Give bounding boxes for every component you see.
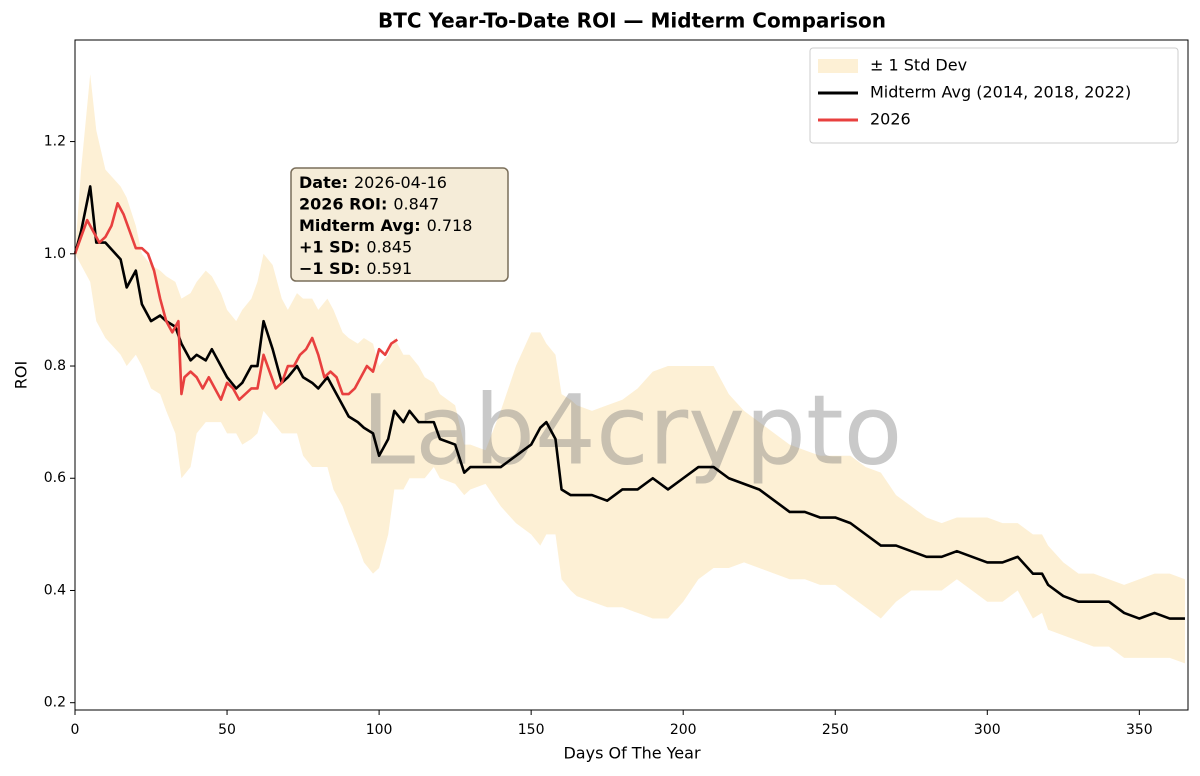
legend: ± 1 Std Dev Midterm Avg (2014, 2018, 2022… (809, 47, 1179, 144)
annotation-line: Midterm Avg: 0.718 (299, 216, 472, 235)
y-tick-label: 1.2 (44, 134, 66, 150)
x-tick-label: 0 (71, 722, 80, 738)
y-axis-label: ROI (12, 361, 31, 389)
legend-label: 2026 (870, 110, 911, 129)
legend-swatch (818, 59, 858, 73)
y-tick-label: 1.0 (44, 246, 66, 262)
annotation: Date: 2026-04-16 2026 ROI: 0.847 Midterm Avg… (290, 167, 509, 282)
x-tick-label: 50 (218, 722, 236, 738)
legend-label: Midterm Avg (2014, 2018, 2022) (870, 83, 1131, 102)
annotation-key: 2026 ROI: (299, 194, 387, 213)
y-tick-label: 0.2 (44, 695, 66, 711)
x-tick-label: 250 (822, 722, 849, 738)
x-tick-label: 350 (1126, 722, 1153, 738)
annotation-line: 2026 ROI: 0.847 (299, 194, 439, 213)
legend-label: ± 1 Std Dev (870, 56, 967, 75)
series-line (73, 201, 399, 401)
annotation-line: +1 SD: 0.845 (299, 237, 412, 256)
annotation-value: 2026-04-16 (354, 173, 447, 192)
y-tick-label: 0.4 (44, 582, 66, 598)
annotation-key: Date: (299, 173, 348, 192)
annotation-key: +1 SD: (299, 237, 360, 256)
y-tick-label: 0.8 (44, 358, 66, 374)
annotation-value: 0.847 (393, 194, 439, 213)
annotation-key: −1 SD: (299, 259, 360, 278)
plot-frame (74, 39, 1189, 711)
watermark: Lab4crypto (362, 374, 903, 486)
annotation-value: 0.591 (366, 259, 412, 278)
chart-title: BTC Year-To-Date ROI — Midterm Compariso… (378, 9, 886, 33)
x-tick-label: 100 (366, 722, 393, 738)
annotation-line: Date: 2026-04-16 (299, 173, 447, 192)
annotation-box (290, 167, 509, 282)
x-axis-label: Days Of The Year (563, 744, 700, 763)
annotation-value: 0.718 (427, 216, 473, 235)
x-tick-label: 150 (518, 722, 545, 738)
x-tick-label: 200 (670, 722, 697, 738)
annotation-line: −1 SD: 0.591 (299, 259, 412, 278)
series-line (73, 185, 1185, 620)
annotation-value: 0.845 (366, 237, 412, 256)
legend-box (809, 47, 1179, 144)
y-tick-label: 0.6 (44, 470, 66, 486)
annotation-key: Midterm Avg: (299, 216, 421, 235)
x-tick-label: 300 (974, 722, 1001, 738)
std-band (75, 74, 1185, 664)
